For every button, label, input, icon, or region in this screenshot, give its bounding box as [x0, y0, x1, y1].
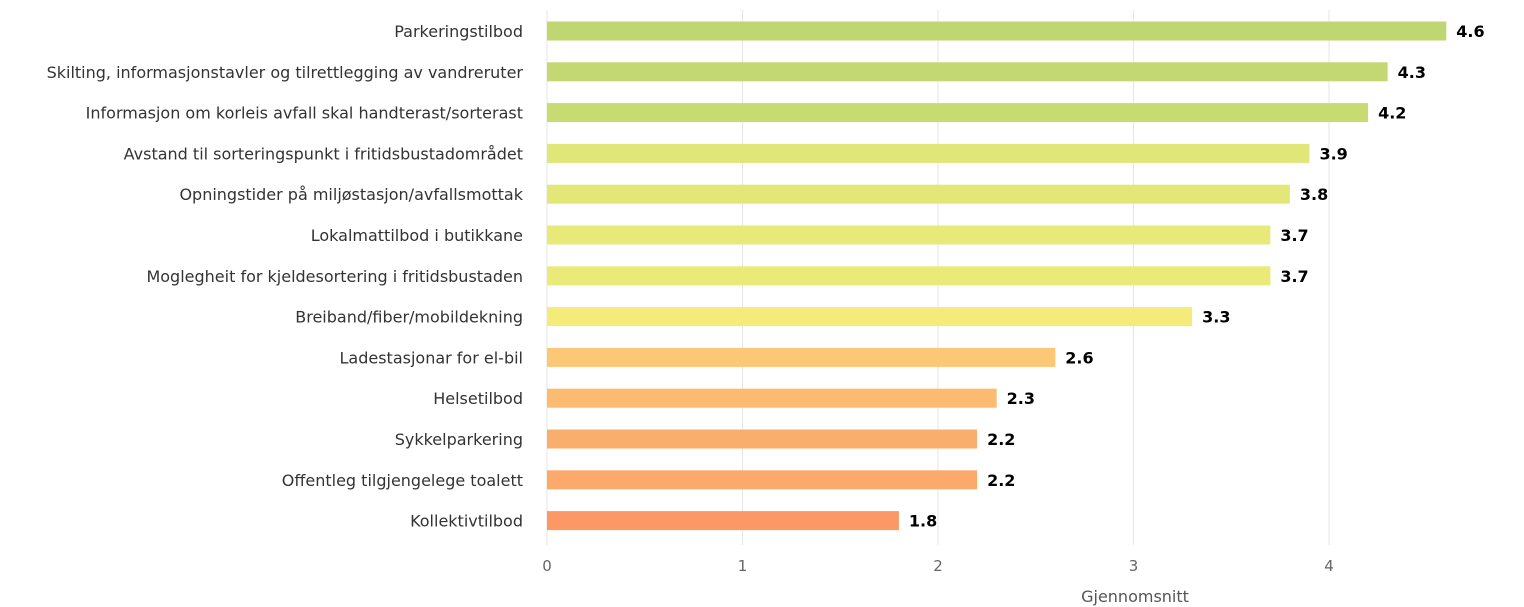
x-axis-ticks: 0 1 2 3 4 — [542, 557, 1334, 575]
category-label: Avstand til sorteringspunkt i fritidsbus… — [124, 144, 523, 163]
data-label: 3.9 — [1319, 144, 1347, 163]
category-label: Helsetilbod — [433, 389, 523, 408]
x-axis-title: Gjennomsnitt — [1081, 587, 1189, 606]
data-label: 4.3 — [1398, 63, 1426, 82]
bar[interactable] — [547, 388, 997, 408]
data-label: 2.2 — [987, 430, 1015, 449]
category-label: Moglegheit for kjeldesortering i fritids… — [146, 267, 523, 286]
category-label: Offentleg tilgjengelege toalett — [282, 471, 523, 490]
bar[interactable] — [547, 429, 978, 449]
bar[interactable] — [547, 143, 1310, 163]
bar[interactable] — [547, 103, 1369, 123]
category-label: Parkeringstilbod — [394, 22, 523, 41]
bar-layer — [547, 21, 1447, 531]
category-label: Sykkelparkering — [395, 430, 523, 449]
category-label: Lokalmattilbod i butikkane — [311, 226, 523, 245]
data-label: 4.6 — [1456, 22, 1484, 41]
data-label: 4.2 — [1378, 104, 1406, 123]
category-label: Skilting, informasjonstavler og tilrettl… — [47, 63, 524, 82]
data-label: 1.8 — [909, 512, 937, 531]
category-label: Kollektivtilbod — [410, 512, 523, 531]
bar[interactable] — [547, 347, 1056, 367]
bar[interactable] — [547, 184, 1290, 204]
data-label: 2.6 — [1065, 348, 1093, 367]
data-label: 2.3 — [1007, 389, 1035, 408]
data-label: 2.2 — [987, 471, 1015, 490]
bar[interactable] — [547, 62, 1388, 82]
category-label: Breiband/fiber/mobildekning — [295, 308, 523, 327]
data-labels: 4.6 4.3 4.2 3.9 3.8 3.7 3.7 3.3 2.6 2.3 2.2 2.2 1.8 — [909, 22, 1485, 531]
x-tick-label: 1 — [738, 557, 748, 575]
x-tick-label: 3 — [1129, 557, 1139, 575]
bar[interactable] — [547, 266, 1271, 286]
data-label: 3.8 — [1300, 185, 1328, 204]
data-label: 3.3 — [1202, 308, 1230, 327]
data-label: 3.7 — [1280, 267, 1308, 286]
bar[interactable] — [547, 225, 1271, 245]
category-label: Informasjon om korleis avfall skal handt… — [86, 104, 523, 123]
bar[interactable] — [547, 470, 978, 490]
bar[interactable] — [547, 307, 1193, 327]
bar[interactable] — [547, 21, 1447, 41]
x-tick-label: 2 — [933, 557, 943, 575]
bar[interactable] — [547, 511, 899, 531]
category-labels: Parkeringstilbod Skilting, informasjonsta… — [47, 22, 524, 531]
x-tick-label: 0 — [542, 557, 552, 575]
category-label: Ladestasjonar for el-bil — [339, 348, 523, 367]
category-label: Opningstider på miljøstasjon/avfallsmott… — [179, 185, 523, 204]
data-label: 3.7 — [1280, 226, 1308, 245]
x-tick-label: 4 — [1324, 557, 1334, 575]
